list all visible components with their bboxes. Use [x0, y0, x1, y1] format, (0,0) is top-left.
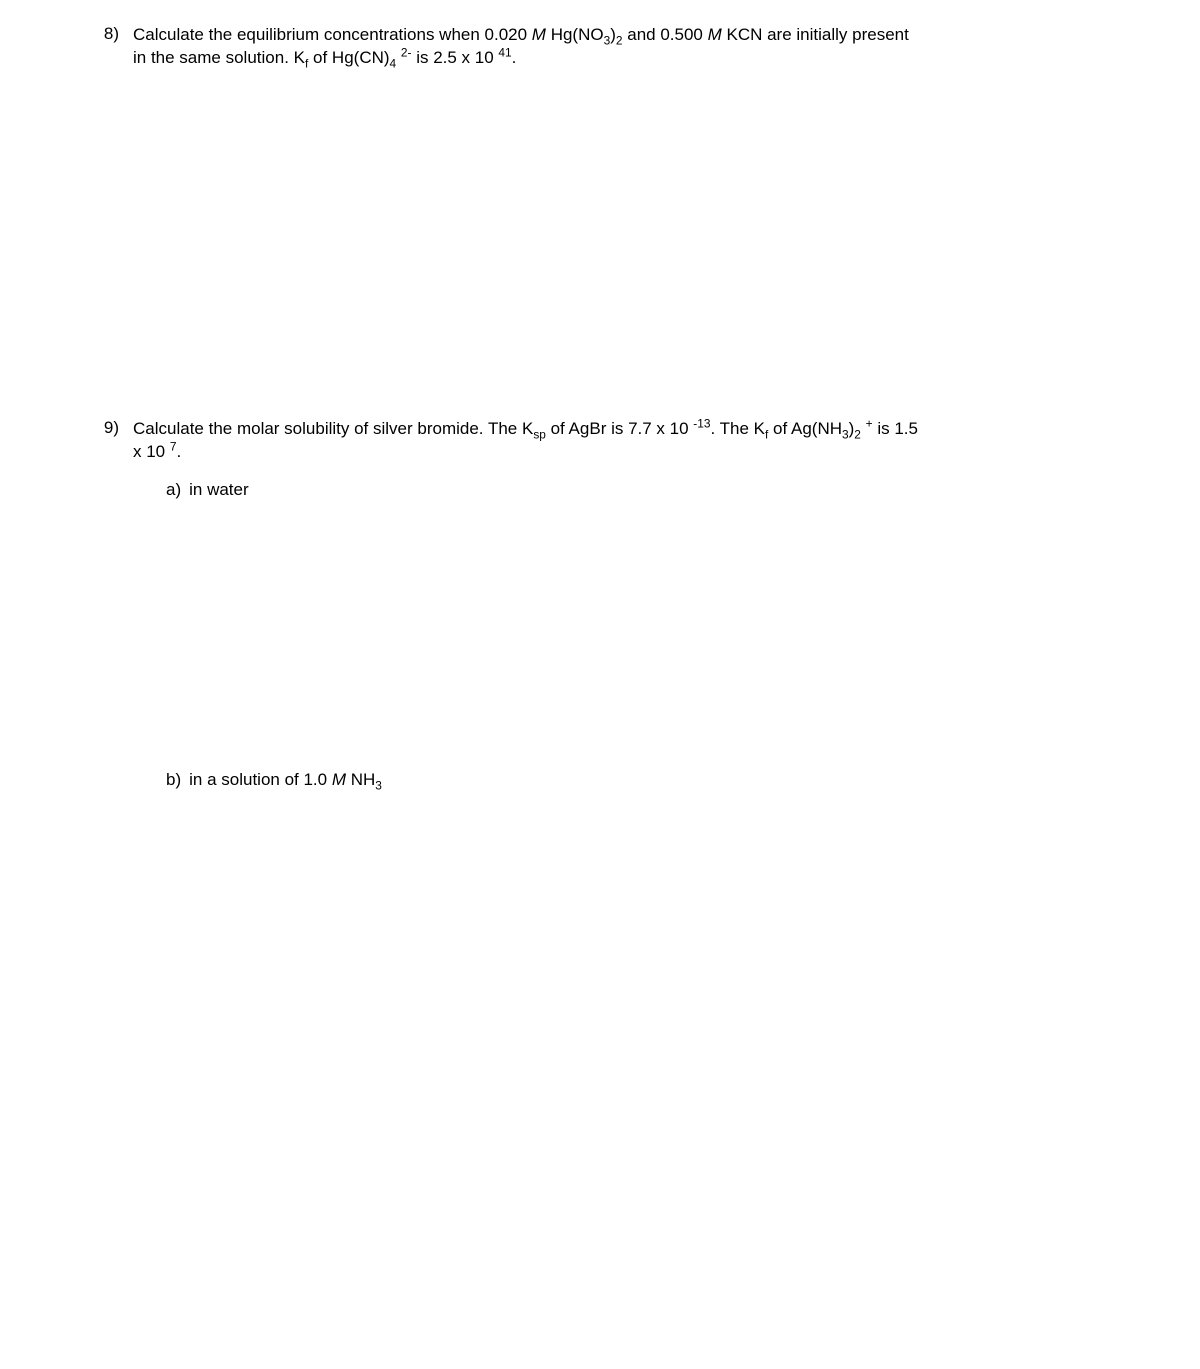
problem-number: 8) — [83, 24, 133, 70]
text-fragment: Calculate the equilibrium concentrations… — [133, 25, 532, 44]
text-fragment: M — [708, 25, 722, 44]
text-fragment: NH — [346, 770, 375, 789]
subpart-label: a) — [166, 480, 181, 499]
problem-number: 9) — [83, 418, 133, 464]
text-fragment: in water — [189, 480, 249, 499]
text-fragment: . — [176, 442, 181, 461]
text-fragment: Calculate the molar solubility of silver… — [133, 419, 533, 438]
subpart-label: b) — [166, 770, 181, 789]
subpart-text: in water — [189, 480, 249, 499]
text-fragment: 41 — [498, 45, 511, 59]
subpart-text: in a solution of 1.0 M NH3 — [189, 770, 382, 789]
text-fragment: 2- — [401, 45, 412, 59]
text-fragment: 3 — [375, 778, 382, 792]
text-fragment: in a solution of 1.0 — [189, 770, 332, 789]
text-fragment: . The K — [710, 419, 765, 438]
text-fragment: sp — [533, 427, 546, 441]
text-fragment: of Hg(CN) — [308, 48, 389, 67]
subpart: b) in a solution of 1.0 M NH3 — [166, 770, 382, 790]
text-fragment: 2 — [854, 427, 861, 441]
text-fragment: 3 — [842, 427, 849, 441]
text-fragment: of Ag(NH — [768, 419, 842, 438]
text-fragment: + — [866, 416, 873, 430]
text-fragment: is 2.5 x 10 — [411, 48, 498, 67]
text-fragment: . — [512, 48, 517, 67]
problem-text: Calculate the molar solubility of silver… — [133, 418, 923, 464]
text-fragment: M — [532, 25, 546, 44]
problem-1: 8)Calculate the equilibrium concentratio… — [83, 24, 923, 70]
text-fragment: 2 — [616, 33, 623, 47]
text-fragment: and 0.500 — [623, 25, 708, 44]
text-fragment: -13 — [693, 416, 710, 430]
problem-2: 9)Calculate the molar solubility of silv… — [83, 418, 923, 464]
problem-text: Calculate the equilibrium concentrations… — [133, 24, 923, 70]
subpart: a) in water — [166, 480, 249, 500]
text-fragment: M — [332, 770, 346, 789]
text-fragment: Hg(NO — [546, 25, 604, 44]
text-fragment: of AgBr is 7.7 x 10 — [546, 419, 693, 438]
